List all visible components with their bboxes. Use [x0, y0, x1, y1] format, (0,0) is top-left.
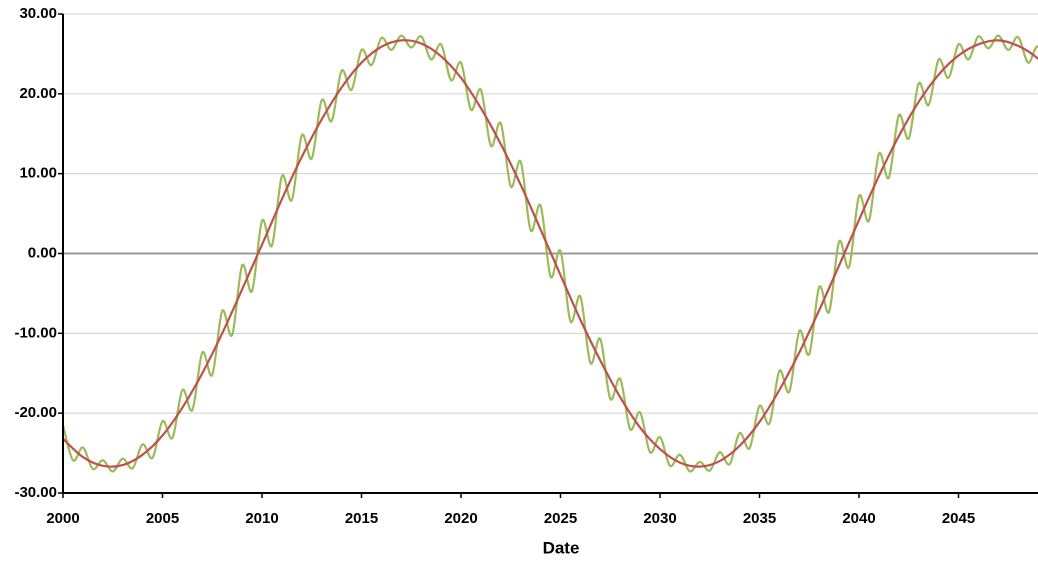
y-tick-label: -10.00: [14, 324, 57, 341]
y-tick-label: 0.00: [28, 244, 57, 261]
y-tick-label: 10.00: [19, 165, 57, 182]
x-tick-label: 2030: [643, 510, 676, 527]
x-tick-label: 2035: [743, 510, 776, 527]
x-tick-label: 2005: [146, 510, 179, 527]
y-tick-label: 30.00: [19, 5, 57, 22]
data-line: [62, 39, 1038, 468]
x-axis-label: Date: [543, 538, 580, 557]
x-tick-label: 2000: [46, 510, 79, 527]
data-line: [61, 34, 1038, 473]
x-tick-label: 2020: [444, 510, 477, 527]
x-tick-label: 2045: [942, 510, 975, 527]
y-tick-label: -30.00: [14, 484, 57, 501]
y-tick-label: -20.00: [14, 404, 57, 421]
x-tick-label: 2015: [345, 510, 378, 527]
x-tick-label: 2010: [245, 510, 278, 527]
y-tick-label: 20.00: [19, 85, 57, 102]
x-tick-label: 2040: [842, 510, 875, 527]
x-tick-label: 2025: [544, 510, 577, 527]
